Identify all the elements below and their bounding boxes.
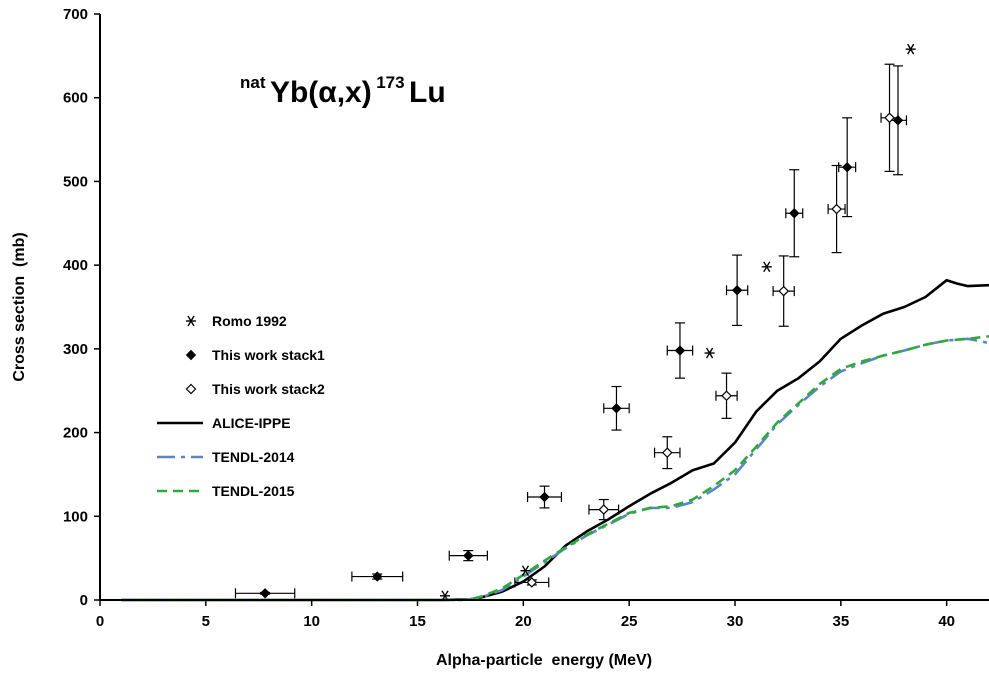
legend-item: This work stack2: [185, 381, 325, 397]
data-point: [526, 485, 563, 509]
legend-item: ALICE-IPPE: [157, 415, 291, 431]
marker-asterisk: [704, 347, 715, 359]
data-point: [234, 588, 296, 599]
series-line-tendl-2015: [121, 335, 989, 602]
marker-filled-diamond: [372, 571, 383, 582]
x-axis-label: Alpha-particle energy (MeV): [436, 652, 652, 669]
legend-item: TENDL-2014: [157, 449, 295, 465]
y-tick-label: 500: [63, 173, 88, 190]
y-axis: 0 100 200 300 400 500 600 700: [63, 6, 100, 609]
marker-open-diamond: [831, 203, 842, 215]
data-point: [761, 261, 772, 273]
marker-open-diamond: [598, 504, 610, 515]
marker-filled-diamond: [731, 285, 743, 296]
plot-points: [234, 43, 916, 602]
data-point: [448, 550, 488, 562]
y-tick-label: 700: [63, 6, 88, 23]
asterisk-stroke: [521, 565, 530, 577]
data-point: [905, 43, 916, 55]
chart-title-main: Yb(α,x): [270, 76, 372, 109]
data-point: [785, 169, 804, 258]
legend-marker: [185, 383, 197, 395]
y-tick-label: 400: [63, 257, 88, 274]
legend-marker: [185, 349, 197, 361]
legend-item: This work stack1: [185, 347, 325, 363]
marker-filled-diamond: [463, 550, 474, 561]
y-axis-label: Cross section (mb): [11, 232, 28, 381]
x-tick-label: 40: [938, 613, 955, 630]
data-point: [725, 254, 749, 327]
data-point: [715, 372, 738, 419]
legend: Romo 1992 This work stack1 This work stack…: [157, 313, 325, 499]
x-tick-label: 35: [832, 613, 849, 630]
legend-label: This work stack1: [212, 347, 325, 363]
chart-title-prefix: nat: [240, 73, 266, 92]
marker-asterisk: [761, 261, 772, 273]
marker-open-diamond: [661, 447, 673, 459]
legend-label: Romo 1992: [212, 313, 287, 329]
asterisk-stroke: [705, 347, 714, 359]
y-tick-label: 0: [80, 592, 88, 609]
marker-asterisk: [905, 43, 916, 55]
series-line-tendl-2014: [121, 337, 989, 602]
data-point: [772, 255, 795, 327]
y-tick-label: 200: [63, 425, 88, 442]
legend-item: TENDL-2015: [157, 483, 295, 499]
x-tick-label: 10: [303, 613, 320, 630]
data-point: [880, 63, 899, 172]
data-point: [704, 347, 715, 359]
x-tick-label: 30: [727, 613, 744, 630]
marker-filled-diamond: [674, 345, 686, 356]
chart-title-mass: 173: [376, 73, 404, 92]
data-point: [666, 322, 694, 379]
asterisk-stroke: [187, 315, 195, 327]
data-point: [351, 571, 404, 582]
data-point: [514, 577, 550, 588]
y-tick-label: 100: [63, 508, 88, 525]
chart-title: nat Yb(α,x) 173 Lu: [240, 73, 446, 109]
legend-item: Romo 1992: [186, 313, 287, 329]
marker-filled-diamond: [259, 588, 271, 599]
data-point: [603, 385, 630, 431]
marker-filled-diamond: [611, 403, 622, 414]
legend-label: TENDL-2015: [212, 483, 295, 499]
data-point: [827, 164, 846, 254]
y-tick-label: 600: [63, 90, 88, 107]
data-point: [653, 436, 681, 470]
x-tick-label: 20: [515, 613, 532, 630]
marker-filled-diamond: [539, 491, 550, 503]
data-point: [588, 498, 620, 521]
plot-lines: [121, 278, 989, 602]
marker-filled-diamond: [789, 208, 800, 219]
x-tick-label: 0: [96, 613, 104, 630]
x-tick-label: 5: [202, 613, 210, 630]
marker-filled-diamond: [841, 161, 853, 173]
data-point: [838, 117, 857, 218]
legend-marker: [186, 315, 196, 327]
legend-label: TENDL-2014: [212, 449, 295, 465]
data-point: [520, 565, 531, 577]
chart-title-element: Lu: [409, 76, 446, 109]
marker-asterisk: [520, 565, 531, 577]
marker-open-diamond: [721, 390, 732, 402]
legend-label: This work stack2: [212, 381, 325, 397]
x-tick-label: 15: [409, 613, 426, 630]
asterisk-stroke: [907, 43, 915, 55]
marker-open-diamond: [884, 112, 895, 124]
marker-open-diamond: [526, 577, 538, 588]
legend-label: ALICE-IPPE: [212, 415, 291, 431]
x-axis: 0 5 10 15 20 25 30 35 40: [96, 600, 955, 630]
y-tick-label: 300: [63, 341, 88, 358]
x-tick-label: 25: [621, 613, 638, 630]
asterisk-stroke: [763, 261, 771, 273]
marker-open-diamond: [778, 285, 790, 297]
